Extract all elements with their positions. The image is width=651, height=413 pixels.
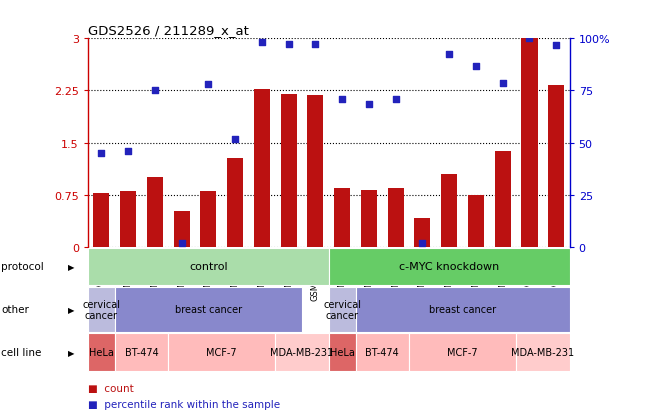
Text: control: control: [189, 262, 228, 272]
Bar: [201, 192, 216, 247]
Text: ▶: ▶: [68, 305, 75, 314]
Bar: [329, 287, 355, 332]
Bar: [307, 96, 324, 247]
Text: HeLa: HeLa: [89, 347, 114, 357]
Bar: [115, 287, 302, 332]
Text: other: other: [1, 304, 29, 314]
Text: cervical
cancer: cervical cancer: [82, 299, 120, 320]
Text: breast cancer: breast cancer: [429, 304, 496, 314]
Bar: [355, 333, 409, 371]
Text: ▶: ▶: [68, 348, 75, 357]
Bar: [281, 95, 297, 247]
Bar: [275, 333, 329, 371]
Bar: [120, 192, 136, 247]
Point: [497, 80, 508, 87]
Text: MDA-MB-231: MDA-MB-231: [511, 347, 574, 357]
Point: [444, 51, 454, 58]
Bar: [548, 85, 564, 247]
Text: BT-474: BT-474: [365, 347, 399, 357]
Bar: [409, 333, 516, 371]
Point: [551, 43, 561, 50]
Point: [283, 41, 294, 48]
Bar: [361, 190, 377, 247]
Text: breast cancer: breast cancer: [174, 304, 242, 314]
Bar: [93, 193, 109, 247]
Point: [203, 81, 214, 88]
Text: BT-474: BT-474: [124, 347, 158, 357]
Bar: [516, 333, 570, 371]
Bar: [227, 159, 243, 247]
Point: [123, 148, 133, 155]
Bar: [146, 178, 163, 247]
Bar: [387, 189, 404, 247]
Point: [96, 150, 107, 157]
Bar: [88, 248, 329, 285]
Point: [391, 97, 401, 104]
Bar: [468, 195, 484, 247]
Bar: [254, 90, 270, 247]
Bar: [115, 333, 168, 371]
Bar: [415, 218, 430, 247]
Text: cell line: cell line: [1, 347, 42, 357]
Bar: [329, 333, 355, 371]
Bar: [168, 333, 275, 371]
Bar: [88, 333, 115, 371]
Bar: [355, 287, 570, 332]
Point: [337, 97, 348, 104]
Text: protocol: protocol: [1, 262, 44, 272]
Bar: [174, 211, 189, 247]
Point: [417, 240, 428, 247]
Bar: [329, 248, 570, 285]
Text: cervical
cancer: cervical cancer: [323, 299, 361, 320]
Text: MCF-7: MCF-7: [447, 347, 478, 357]
Point: [364, 102, 374, 109]
Point: [150, 88, 160, 95]
Point: [256, 39, 267, 46]
Text: MCF-7: MCF-7: [206, 347, 237, 357]
Text: ▶: ▶: [68, 262, 75, 271]
Point: [230, 136, 240, 143]
Bar: [334, 189, 350, 247]
Point: [310, 41, 320, 48]
Bar: [521, 39, 538, 247]
Point: [176, 240, 187, 247]
Text: ■  count: ■ count: [88, 383, 133, 393]
Point: [471, 64, 481, 70]
Bar: [441, 174, 457, 247]
Text: ■  percentile rank within the sample: ■ percentile rank within the sample: [88, 399, 280, 409]
Text: HeLa: HeLa: [329, 347, 355, 357]
Bar: [88, 287, 115, 332]
Bar: [495, 152, 511, 247]
Text: GDS2526 / 211289_x_at: GDS2526 / 211289_x_at: [88, 24, 249, 37]
Text: c-MYC knockdown: c-MYC knockdown: [399, 262, 499, 272]
Point: [524, 36, 534, 43]
Text: MDA-MB-231: MDA-MB-231: [270, 347, 333, 357]
